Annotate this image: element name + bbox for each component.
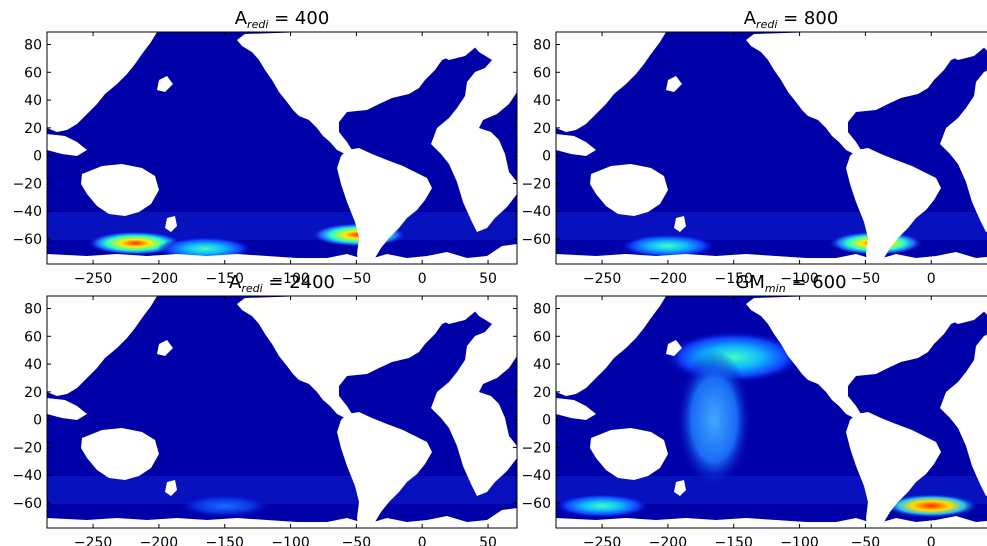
panel-2-title: Aredi = 800: [744, 8, 839, 31]
y-tick-label: 40: [24, 93, 42, 109]
y-tick-label: −20: [12, 176, 42, 192]
y-tick-label: 80: [24, 38, 42, 54]
x-tick-label: −50: [851, 271, 881, 287]
y-tick-label: 0: [33, 413, 42, 429]
axes-frame: [46, 31, 518, 265]
y-tick-label: −20: [12, 440, 42, 456]
y-tick-label: −60: [12, 232, 42, 248]
x-tick-label: 0: [418, 271, 427, 287]
hotspot-4-4: [883, 493, 980, 518]
x-tick-label: −200: [649, 535, 687, 546]
x-tick-label: −50: [851, 535, 881, 546]
x-tick-label: −100: [780, 271, 818, 287]
x-tick-label: −250: [74, 271, 112, 287]
x-tick-label: 0: [927, 271, 936, 287]
y-tick-label: −40: [12, 468, 42, 484]
x-tick-label: 50: [479, 271, 497, 287]
x-tick-label: −100: [780, 535, 818, 546]
y-tick-label: 60: [533, 329, 551, 345]
y-tick-label: −60: [521, 232, 551, 248]
x-tick-label: −250: [74, 535, 112, 546]
axes-frame: [555, 31, 987, 265]
y-tick-label: −40: [521, 204, 551, 220]
panel-4-title: GMmin = 600: [735, 272, 846, 295]
axes-frame: [555, 295, 987, 529]
y-tick-label: 0: [33, 149, 42, 165]
x-tick-label: −50: [342, 535, 372, 546]
y-tick-label: −60: [12, 496, 42, 512]
x-tick-label: −250: [583, 271, 621, 287]
y-tick-label: 40: [24, 357, 42, 373]
panel-2: Aredi = 800−250−200−150−100−50050−60−40−…: [521, 8, 987, 287]
panel-3: Aredi = 2400−250 −200 −150 −100 −50 0 50−60−40…: [12, 272, 518, 546]
x-tick-label: −200: [140, 535, 178, 546]
y-tick-label: 60: [24, 65, 42, 81]
y-tick-label: 0: [542, 413, 551, 429]
x-tick-label: −150: [715, 271, 753, 287]
y-tick-label: 80: [533, 38, 551, 54]
x-tick-label: −200: [140, 271, 178, 287]
x-tick-label: −150: [715, 535, 753, 546]
hotspot-3-2: [176, 493, 273, 518]
y-tick-label: 60: [533, 65, 551, 81]
x-tick-label: −200: [649, 271, 687, 287]
panel-1-title: Aredi = 400: [235, 8, 330, 31]
y-tick-label: 20: [24, 121, 42, 137]
x-tick-label: 0: [418, 535, 427, 546]
axes-frame: [46, 295, 518, 529]
x-tick-label: −50: [342, 271, 372, 287]
y-tick-label: 20: [533, 385, 551, 401]
y-tick-label: −40: [12, 204, 42, 220]
x-tick-label: −250: [583, 535, 621, 546]
y-tick-label: 0: [542, 149, 551, 165]
y-tick-label: −60: [521, 496, 551, 512]
x-tick-label: −150: [206, 271, 244, 287]
y-tick-label: 40: [533, 357, 551, 373]
x-tick-label: −100: [271, 271, 309, 287]
y-tick-label: 80: [533, 302, 551, 318]
x-tick-label: 0: [927, 535, 936, 546]
y-tick-label: 80: [24, 302, 42, 318]
y-tick-label: 40: [533, 93, 551, 109]
y-tick-label: 20: [533, 121, 551, 137]
y-tick-label: 20: [24, 385, 42, 401]
panel-1: Aredi = 400−250 −200 −150 −100 −50 0 50−60−40−…: [12, 8, 518, 287]
x-tick-label: 50: [479, 535, 497, 546]
y-tick-label: 60: [24, 329, 42, 345]
y-tick-label: −40: [521, 468, 551, 484]
panel-3-title: Aredi = 2400: [229, 272, 335, 295]
y-tick-label: −20: [521, 440, 551, 456]
x-tick-label: −150: [206, 535, 244, 546]
hotspot-2-3: [619, 233, 716, 258]
hotspot-4-5: [556, 493, 651, 518]
panel-4: GMmin = 600−250−200−150−100−50050−60−40−…: [521, 272, 987, 546]
hotspot-4-2: [675, 349, 752, 490]
y-tick-label: −20: [521, 176, 551, 192]
x-tick-label: −100: [271, 535, 309, 546]
